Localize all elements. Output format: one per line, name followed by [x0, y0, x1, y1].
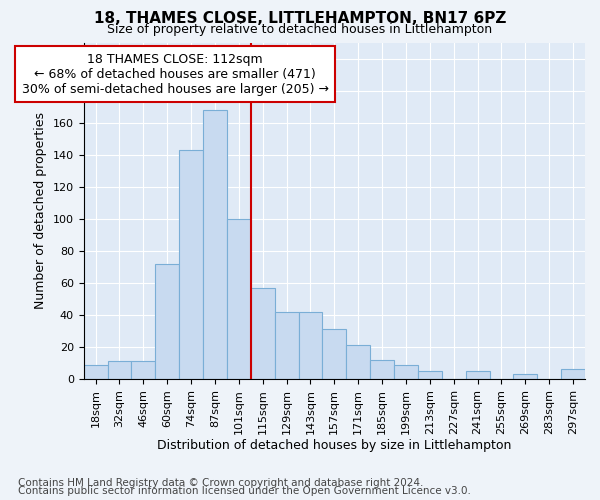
Text: Size of property relative to detached houses in Littlehampton: Size of property relative to detached ho…: [107, 22, 493, 36]
Bar: [346, 346, 370, 379]
Bar: [131, 362, 155, 379]
Bar: [514, 374, 537, 379]
Bar: [203, 110, 227, 379]
Bar: [418, 371, 442, 379]
Bar: [275, 312, 299, 379]
Text: 18, THAMES CLOSE, LITTLEHAMPTON, BN17 6PZ: 18, THAMES CLOSE, LITTLEHAMPTON, BN17 6P…: [94, 11, 506, 26]
Y-axis label: Number of detached properties: Number of detached properties: [34, 112, 47, 310]
Bar: [561, 370, 585, 379]
Bar: [370, 360, 394, 379]
X-axis label: Distribution of detached houses by size in Littlehampton: Distribution of detached houses by size …: [157, 440, 512, 452]
Bar: [155, 264, 179, 379]
Bar: [227, 219, 251, 379]
Bar: [107, 362, 131, 379]
Bar: [466, 371, 490, 379]
Bar: [179, 150, 203, 379]
Bar: [83, 364, 107, 379]
Bar: [394, 364, 418, 379]
Text: Contains public sector information licensed under the Open Government Licence v3: Contains public sector information licen…: [18, 486, 471, 496]
Text: Contains HM Land Registry data © Crown copyright and database right 2024.: Contains HM Land Registry data © Crown c…: [18, 478, 424, 488]
Bar: [251, 288, 275, 379]
Text: 18 THAMES CLOSE: 112sqm
← 68% of detached houses are smaller (471)
30% of semi-d: 18 THAMES CLOSE: 112sqm ← 68% of detache…: [22, 52, 329, 96]
Bar: [322, 330, 346, 379]
Bar: [299, 312, 322, 379]
